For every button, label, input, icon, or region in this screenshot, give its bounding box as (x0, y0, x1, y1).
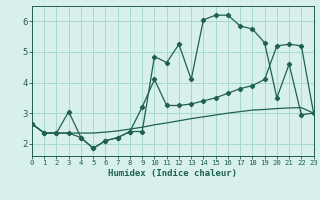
X-axis label: Humidex (Indice chaleur): Humidex (Indice chaleur) (108, 169, 237, 178)
